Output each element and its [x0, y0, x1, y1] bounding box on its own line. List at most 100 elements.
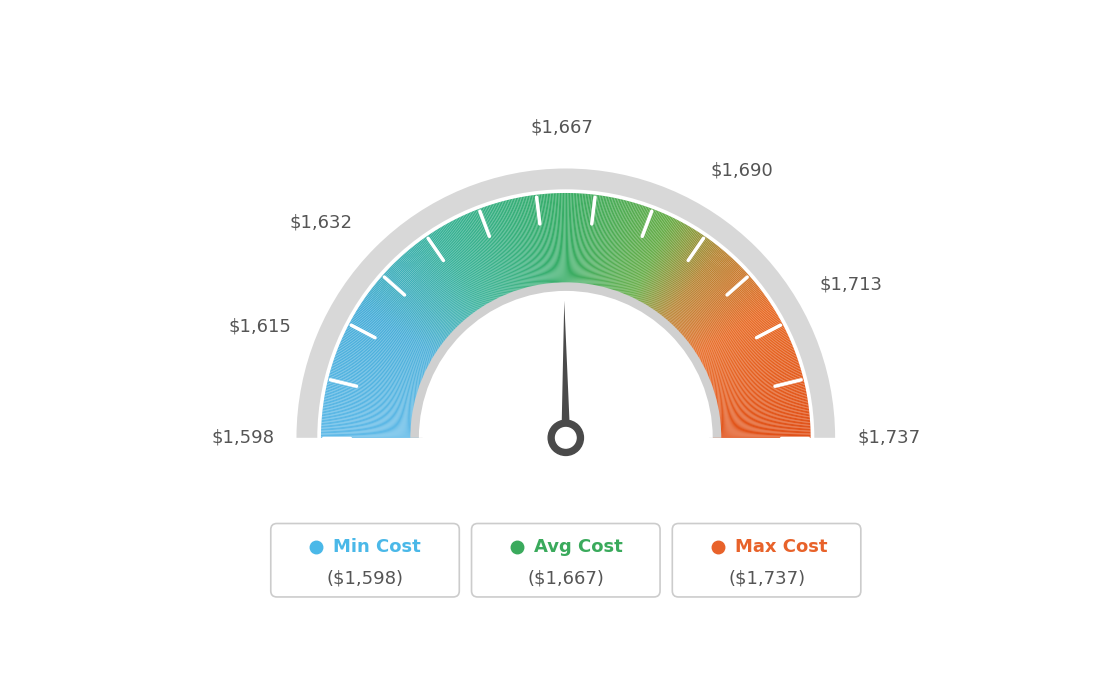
- Wedge shape: [374, 284, 452, 346]
- Wedge shape: [712, 415, 809, 425]
- Wedge shape: [614, 206, 647, 299]
- Wedge shape: [675, 273, 747, 339]
- Wedge shape: [698, 329, 786, 373]
- Wedge shape: [601, 200, 625, 295]
- Wedge shape: [389, 268, 460, 337]
- Wedge shape: [659, 248, 722, 324]
- Wedge shape: [599, 199, 624, 295]
- Wedge shape: [365, 297, 446, 354]
- Wedge shape: [659, 249, 723, 325]
- Wedge shape: [327, 383, 423, 406]
- Wedge shape: [691, 310, 776, 362]
- Wedge shape: [612, 205, 643, 298]
- Wedge shape: [665, 256, 731, 329]
- Wedge shape: [321, 426, 420, 431]
- Wedge shape: [355, 312, 439, 363]
- Wedge shape: [593, 197, 613, 294]
- Wedge shape: [625, 214, 666, 304]
- Wedge shape: [710, 391, 806, 411]
- Wedge shape: [376, 282, 453, 345]
- Wedge shape: [541, 194, 552, 292]
- Wedge shape: [712, 426, 810, 431]
- Wedge shape: [618, 209, 655, 301]
- Text: $1,615: $1,615: [229, 318, 291, 336]
- Wedge shape: [373, 286, 450, 347]
- Wedge shape: [505, 200, 530, 295]
- Wedge shape: [617, 208, 654, 301]
- Wedge shape: [708, 377, 804, 402]
- FancyBboxPatch shape: [471, 524, 660, 597]
- Wedge shape: [606, 202, 634, 297]
- Wedge shape: [707, 366, 800, 396]
- Wedge shape: [584, 195, 598, 292]
- Wedge shape: [680, 283, 756, 346]
- Wedge shape: [645, 231, 699, 314]
- Wedge shape: [585, 195, 599, 293]
- Wedge shape: [365, 295, 446, 353]
- Wedge shape: [383, 274, 457, 340]
- Wedge shape: [671, 267, 742, 336]
- Wedge shape: [571, 193, 575, 291]
- Wedge shape: [347, 328, 435, 373]
- Wedge shape: [359, 306, 442, 360]
- Wedge shape: [426, 236, 482, 317]
- Wedge shape: [684, 294, 765, 352]
- Wedge shape: [677, 278, 753, 343]
- Wedge shape: [340, 342, 431, 381]
- Wedge shape: [696, 324, 783, 371]
- Wedge shape: [615, 207, 649, 299]
- Wedge shape: [638, 225, 688, 310]
- Wedge shape: [408, 249, 473, 325]
- Wedge shape: [643, 228, 694, 313]
- Wedge shape: [577, 194, 586, 291]
- Wedge shape: [690, 306, 773, 360]
- Wedge shape: [370, 290, 448, 350]
- Wedge shape: [702, 346, 794, 384]
- Wedge shape: [678, 281, 754, 344]
- Wedge shape: [378, 281, 454, 344]
- Wedge shape: [450, 221, 498, 308]
- Wedge shape: [523, 197, 541, 293]
- Wedge shape: [375, 283, 452, 346]
- Wedge shape: [593, 197, 612, 293]
- Wedge shape: [421, 239, 479, 319]
- Wedge shape: [328, 380, 423, 404]
- Wedge shape: [567, 193, 571, 291]
- Wedge shape: [502, 201, 529, 296]
- Wedge shape: [683, 291, 763, 351]
- Wedge shape: [652, 239, 711, 319]
- Wedge shape: [413, 246, 475, 323]
- Wedge shape: [666, 258, 733, 331]
- Wedge shape: [697, 328, 785, 373]
- Wedge shape: [362, 302, 444, 357]
- Wedge shape: [416, 244, 477, 322]
- Wedge shape: [476, 210, 512, 302]
- Wedge shape: [322, 407, 420, 420]
- Wedge shape: [322, 412, 420, 423]
- Wedge shape: [700, 339, 790, 380]
- Wedge shape: [448, 223, 496, 309]
- Wedge shape: [597, 199, 619, 295]
- Wedge shape: [683, 290, 762, 350]
- Text: $1,598: $1,598: [212, 428, 275, 447]
- Wedge shape: [711, 395, 807, 413]
- Wedge shape: [465, 215, 506, 304]
- Wedge shape: [561, 193, 564, 291]
- Wedge shape: [710, 392, 807, 411]
- Wedge shape: [648, 235, 704, 317]
- Text: Max Cost: Max Cost: [735, 538, 827, 555]
- Wedge shape: [569, 193, 572, 291]
- Wedge shape: [619, 210, 657, 302]
- Wedge shape: [709, 383, 805, 406]
- Wedge shape: [711, 402, 808, 417]
- Wedge shape: [323, 401, 421, 417]
- Wedge shape: [322, 408, 420, 421]
- Wedge shape: [676, 276, 751, 342]
- Wedge shape: [594, 197, 615, 294]
- Wedge shape: [493, 204, 523, 297]
- Wedge shape: [700, 338, 789, 379]
- Wedge shape: [321, 433, 418, 436]
- Wedge shape: [687, 297, 767, 355]
- Wedge shape: [325, 397, 421, 414]
- Wedge shape: [350, 320, 437, 368]
